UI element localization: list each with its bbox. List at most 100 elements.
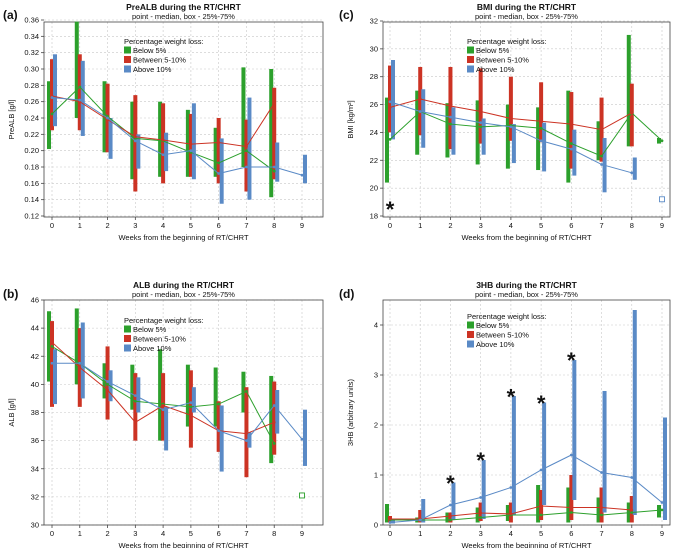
median-point	[449, 503, 452, 507]
iqr-box	[657, 138, 661, 144]
iqr-box	[388, 65, 392, 133]
median-point	[388, 521, 392, 524]
median-point	[630, 111, 634, 115]
y-tick-label: 4	[374, 321, 378, 330]
iqr-box	[269, 375, 274, 464]
y-tick-label: 0.20	[24, 146, 39, 155]
x-tick-label: 6	[217, 529, 221, 538]
median-point	[78, 98, 82, 102]
median-point	[509, 512, 513, 516]
median-point	[189, 142, 193, 146]
legend-swatch	[124, 65, 131, 73]
median-point	[106, 388, 109, 392]
iqr-box	[303, 154, 307, 184]
chart-title: 3HB during the RT/CHRT	[476, 280, 577, 290]
legend-swatch	[124, 344, 131, 352]
legend-swatch	[467, 56, 474, 63]
y-tick-label: 28	[370, 72, 378, 81]
y-axis-label: BMI [kg/m²]	[346, 100, 355, 138]
median-point	[479, 516, 483, 519]
median-point	[449, 115, 452, 119]
iqr-box	[566, 90, 571, 183]
median-point	[189, 405, 193, 409]
legend: Percentage weight loss:Below 5%Between 5…	[467, 312, 547, 349]
median-point	[600, 163, 603, 166]
median-point	[133, 135, 137, 139]
x-tick-label: 7	[599, 221, 603, 230]
x-tick-label: 0	[388, 221, 392, 230]
x-tick-label: 4	[161, 221, 165, 230]
iqr-box	[481, 460, 486, 519]
iqr-box	[481, 118, 486, 155]
legend-label: Above 10%	[476, 340, 515, 349]
legend-title: Percentage weight loss:	[124, 37, 204, 46]
median-point	[189, 149, 193, 153]
y-tick-label: 1	[374, 471, 378, 480]
median-point	[272, 442, 276, 445]
median-point	[388, 137, 392, 141]
y-tick-label: 0.22	[24, 130, 39, 139]
iqr-box	[272, 381, 277, 455]
legend-label: Above 10%	[133, 65, 172, 74]
iqr-box	[244, 387, 249, 478]
median-point	[630, 508, 634, 512]
x-tick-label: 1	[78, 529, 82, 538]
median-point	[133, 139, 137, 143]
y-tick-label: 44	[31, 324, 39, 333]
median-point	[106, 380, 109, 383]
x-tick-label: 8	[272, 529, 276, 538]
iqr-box	[47, 311, 51, 382]
iqr-box	[269, 69, 274, 198]
median-point	[569, 122, 573, 126]
plot-frame	[43, 21, 324, 218]
legend-title: Percentage weight loss:	[124, 316, 204, 325]
chart-subtitle: point - median, box - 25%-75%	[475, 290, 578, 299]
median-point	[300, 173, 304, 177]
y-tick-label: 30	[31, 521, 39, 530]
y-tick-label: 0.12	[24, 212, 39, 221]
y-tick-label: 0.36	[24, 16, 39, 25]
x-tick-label: 8	[630, 529, 634, 538]
iqr-box	[478, 68, 483, 144]
iqr-box	[505, 104, 510, 169]
iqr-box	[657, 505, 661, 518]
legend-label: Above 10%	[133, 344, 172, 353]
y-tick-label: 0.34	[24, 32, 39, 41]
x-tick-label: 2	[105, 529, 109, 538]
legend-label: Below 5%	[133, 46, 167, 55]
legend-title: Percentage weight loss:	[467, 37, 547, 46]
iqr-box	[508, 76, 513, 141]
legend-label: Between 5-10%	[133, 56, 186, 65]
y-tick-label: 24	[370, 128, 378, 137]
median-point	[539, 513, 543, 517]
x-axis-label: Weeks from the beginning of RT/CHRT	[118, 233, 248, 242]
legend: Percentage weight loss:Below 5%Between 5…	[467, 37, 547, 74]
legend-title: Percentage weight loss:	[467, 312, 547, 321]
iqr-box	[572, 360, 577, 500]
iqr-box	[536, 107, 541, 171]
median-point	[245, 145, 248, 148]
median-point	[569, 511, 573, 514]
iqr-box	[80, 322, 85, 399]
chart-subtitle: point - median, box - 25%-75%	[132, 12, 235, 21]
x-tick-label: 2	[448, 529, 452, 538]
median-point	[600, 154, 603, 158]
iqr-box	[632, 310, 637, 515]
x-tick-label: 9	[300, 221, 304, 230]
y-tick-label: 3	[374, 371, 378, 380]
y-axis-label: 3HB (arbitrary units)	[346, 378, 355, 446]
median-point	[509, 486, 513, 489]
iqr-box	[391, 60, 395, 140]
median-point	[449, 518, 452, 522]
iqr-box	[596, 497, 601, 523]
median-point	[600, 513, 603, 517]
x-tick-label: 0	[388, 529, 392, 538]
median-point	[479, 496, 483, 499]
median-point	[50, 112, 54, 116]
x-tick-label: 3	[479, 221, 483, 230]
iqr-box	[421, 89, 426, 148]
x-tick-label: 3	[479, 529, 483, 538]
median-point	[569, 142, 573, 145]
